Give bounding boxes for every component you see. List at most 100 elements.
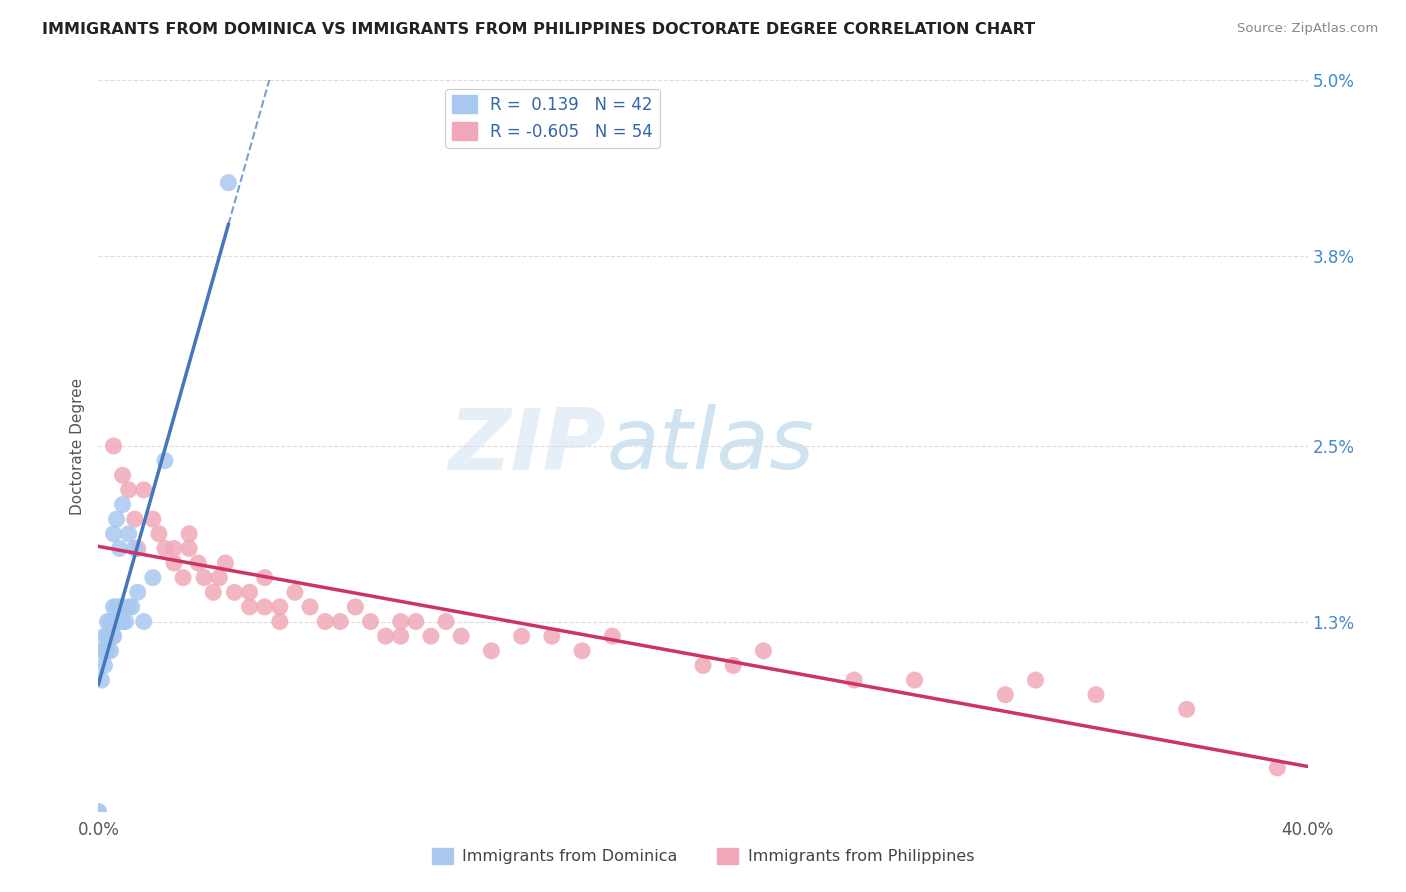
Point xyxy=(132,615,155,629)
Point xyxy=(118,599,141,614)
Point xyxy=(540,629,562,643)
Point xyxy=(87,805,110,819)
Point xyxy=(571,644,593,658)
Y-axis label: Doctorate Degree: Doctorate Degree xyxy=(69,377,84,515)
Point xyxy=(100,615,122,629)
Point xyxy=(118,483,141,497)
Point xyxy=(127,541,149,556)
Point xyxy=(179,541,201,556)
Point xyxy=(239,599,262,614)
Point xyxy=(105,615,128,629)
Point xyxy=(142,512,165,526)
Point xyxy=(153,541,176,556)
Point xyxy=(202,585,225,599)
Point xyxy=(187,556,209,570)
Point xyxy=(111,498,134,512)
Point xyxy=(103,526,125,541)
Point xyxy=(420,629,443,643)
Point xyxy=(1267,761,1289,775)
Point xyxy=(148,526,170,541)
Point xyxy=(90,644,112,658)
Point xyxy=(93,629,115,643)
Point xyxy=(163,556,186,570)
Point xyxy=(118,526,141,541)
Point xyxy=(1085,688,1108,702)
Point xyxy=(100,629,122,643)
Point xyxy=(450,629,472,643)
Point xyxy=(163,541,186,556)
Point xyxy=(103,629,125,643)
Point xyxy=(90,673,112,687)
Point xyxy=(405,615,427,629)
Point xyxy=(904,673,927,687)
Point xyxy=(105,615,128,629)
Point xyxy=(96,629,118,643)
Point xyxy=(253,571,276,585)
Point xyxy=(1175,702,1198,716)
Point xyxy=(105,512,128,526)
Point xyxy=(314,615,336,629)
Point xyxy=(87,805,110,819)
Point xyxy=(96,615,118,629)
Point xyxy=(510,629,533,643)
Point xyxy=(108,599,131,614)
Point xyxy=(103,629,125,643)
Point xyxy=(93,644,115,658)
Point xyxy=(193,571,215,585)
Point xyxy=(208,571,231,585)
Point xyxy=(344,599,367,614)
Point xyxy=(723,658,745,673)
Text: atlas: atlas xyxy=(606,404,814,488)
Point xyxy=(103,599,125,614)
Point xyxy=(124,541,146,556)
Point xyxy=(329,615,352,629)
Text: IMMIGRANTS FROM DOMINICA VS IMMIGRANTS FROM PHILIPPINES DOCTORATE DEGREE CORRELA: IMMIGRANTS FROM DOMINICA VS IMMIGRANTS F… xyxy=(42,22,1035,37)
Point xyxy=(132,483,155,497)
Point xyxy=(108,541,131,556)
Point xyxy=(111,468,134,483)
Point xyxy=(844,673,866,687)
Point xyxy=(1024,673,1046,687)
Point xyxy=(111,599,134,614)
Legend: R =  0.139   N = 42, R = -0.605   N = 54: R = 0.139 N = 42, R = -0.605 N = 54 xyxy=(446,88,659,147)
Point xyxy=(105,599,128,614)
Point xyxy=(299,599,322,614)
Point xyxy=(172,571,194,585)
Text: ZIP: ZIP xyxy=(449,404,606,488)
Point xyxy=(179,526,201,541)
Point xyxy=(602,629,624,643)
Point xyxy=(389,629,412,643)
Point xyxy=(108,615,131,629)
Point xyxy=(114,615,136,629)
Point xyxy=(103,615,125,629)
Point xyxy=(692,658,714,673)
Point xyxy=(481,644,503,658)
Point xyxy=(103,615,125,629)
Point xyxy=(434,615,457,629)
Point xyxy=(752,644,775,658)
Point xyxy=(994,688,1017,702)
Point xyxy=(389,615,412,629)
Point xyxy=(93,658,115,673)
Point xyxy=(217,176,239,190)
Point xyxy=(100,629,122,643)
Point xyxy=(153,453,176,467)
Point xyxy=(142,571,165,585)
Point xyxy=(284,585,307,599)
Point xyxy=(96,629,118,643)
Point xyxy=(103,439,125,453)
Point xyxy=(124,512,146,526)
Point xyxy=(100,644,122,658)
Legend: Immigrants from Dominica, Immigrants from Philippines: Immigrants from Dominica, Immigrants fro… xyxy=(426,841,980,871)
Point xyxy=(360,615,382,629)
Point xyxy=(239,585,262,599)
Point xyxy=(214,556,236,570)
Point xyxy=(269,599,291,614)
Text: Source: ZipAtlas.com: Source: ZipAtlas.com xyxy=(1237,22,1378,36)
Point xyxy=(269,615,291,629)
Point xyxy=(121,599,143,614)
Point xyxy=(374,629,396,643)
Point xyxy=(111,615,134,629)
Point xyxy=(224,585,246,599)
Point xyxy=(127,585,149,599)
